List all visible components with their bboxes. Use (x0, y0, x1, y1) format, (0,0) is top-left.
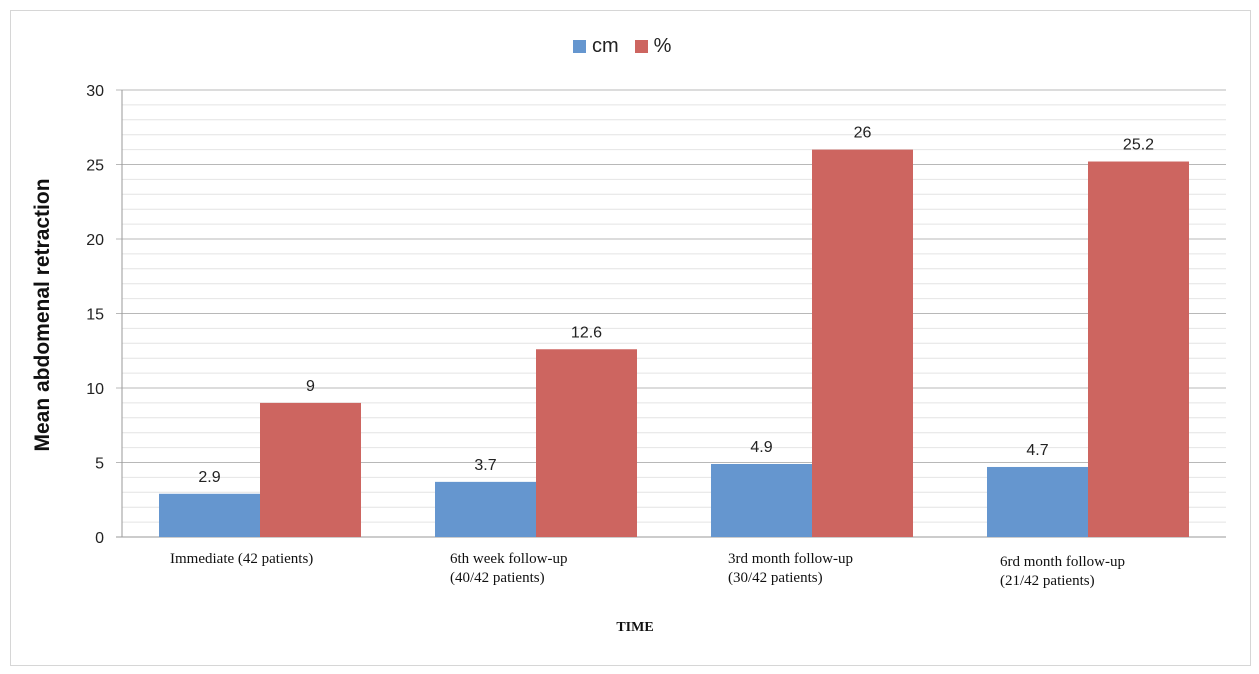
legend-item-cm: cm (573, 35, 619, 58)
data-label-percent: 9 (306, 378, 315, 395)
y-tick-label: 15 (86, 307, 104, 324)
data-label-cm: 4.7 (1026, 442, 1048, 459)
bar-cm (711, 463, 812, 537)
bar-percent (536, 349, 637, 537)
legend-label-percent: % (653, 35, 672, 57)
y-tick-label: 5 (95, 456, 104, 473)
x-tick-label-3rd-month: 3rd month follow-up (30/42 patients) (728, 551, 853, 586)
legend-swatch-percent (634, 40, 648, 53)
legend-swatch-cm (573, 40, 586, 53)
y-tick-label: 10 (86, 381, 104, 398)
y-tick-label: 20 (86, 232, 104, 249)
y-tick-label: 25 (86, 158, 104, 175)
data-label-percent: 26 (854, 125, 872, 142)
bar-cm (987, 466, 1088, 537)
data-label-cm: 2.9 (198, 469, 220, 486)
x-axis-title: TIME (616, 620, 654, 635)
legend: cm % (573, 35, 681, 58)
data-label-cm: 3.7 (474, 457, 496, 474)
bar-percent (1088, 161, 1189, 537)
y-tick-label: 0 (95, 530, 104, 547)
bar-percent (812, 149, 913, 537)
data-label-percent: 25.2 (1123, 137, 1154, 154)
data-label-percent: 12.6 (571, 324, 602, 341)
data-label-cm: 4.9 (750, 439, 772, 456)
x-tick-label-immediate: Immediate (42 patients) (170, 551, 314, 567)
legend-item-percent: % (634, 35, 672, 58)
x-tick-label-6rd-month: 6rd month follow-up (21/42 patients) (1000, 554, 1125, 589)
bar-cm (159, 493, 260, 537)
bar-cm (435, 481, 536, 537)
y-tick-label: 30 (86, 83, 104, 100)
legend-label-cm: cm (592, 35, 619, 57)
x-tick-label-6th-week: 6th week follow-up (40/42 patients) (450, 551, 568, 586)
bar-percent (260, 402, 361, 537)
